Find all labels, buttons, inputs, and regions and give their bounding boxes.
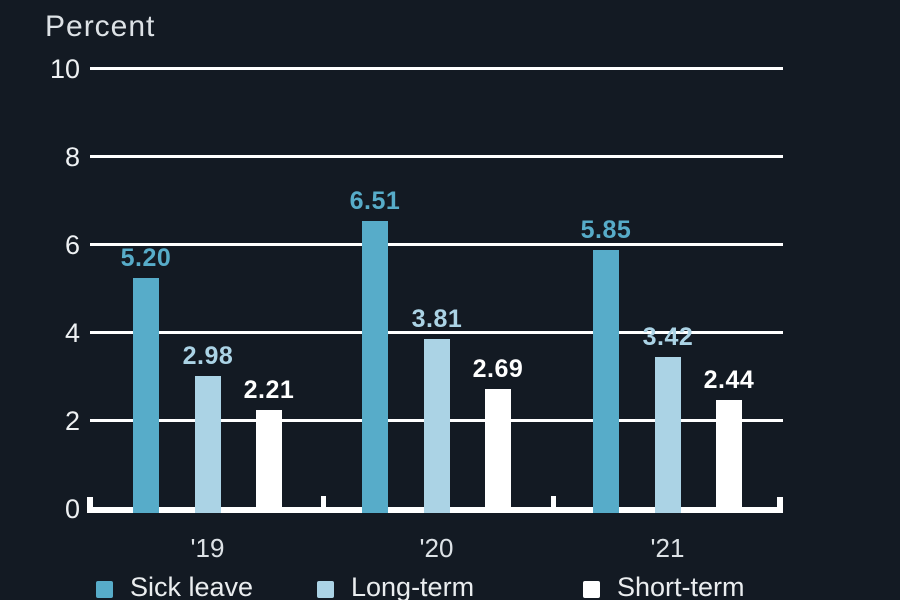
bar-short-term-19 bbox=[256, 409, 282, 513]
x-axis-label-21: '21 bbox=[650, 533, 685, 563]
legend-swatch-long-term bbox=[317, 581, 334, 598]
y-axis-tick-label-10: 10 bbox=[49, 53, 80, 84]
y-axis-tick-label-6: 6 bbox=[64, 229, 80, 260]
y-axis-tick-label-4: 4 bbox=[64, 317, 80, 348]
value-label-long-term-19: 2.98 bbox=[182, 341, 234, 370]
y-axis-tick-label-8: 8 bbox=[64, 141, 80, 172]
bar-long-term-20 bbox=[424, 339, 450, 513]
value-label-sick-leave-21: 5.85 bbox=[580, 215, 632, 244]
bar-sick-leave-20 bbox=[362, 220, 388, 513]
gridline-8 bbox=[90, 155, 783, 158]
y-axis-tick-label-2: 2 bbox=[64, 405, 80, 436]
value-label-short-term-20: 2.69 bbox=[472, 354, 524, 383]
gridline-4 bbox=[90, 331, 783, 334]
bar-short-term-20 bbox=[485, 388, 511, 513]
value-label-short-term-19: 2.21 bbox=[243, 375, 295, 404]
legend-label-sick-leave: Sick leave bbox=[130, 572, 254, 600]
gridline-6 bbox=[90, 243, 783, 246]
y-axis-tick-label-0: 0 bbox=[64, 493, 80, 524]
bar-sick-leave-19 bbox=[133, 278, 159, 513]
legend-label-short-term: Short-term bbox=[617, 572, 745, 600]
value-label-sick-leave-20: 6.51 bbox=[349, 186, 401, 215]
x-axis-label-20: '20 bbox=[419, 533, 454, 563]
x-axis-tick bbox=[321, 496, 326, 507]
value-label-short-term-21: 2.44 bbox=[703, 365, 755, 394]
bar-short-term-21 bbox=[716, 399, 742, 513]
x-axis-tick bbox=[551, 496, 556, 507]
bar-sick-leave-21 bbox=[593, 249, 619, 513]
bar-long-term-21 bbox=[655, 356, 681, 513]
gridline-10 bbox=[90, 67, 783, 70]
x-axis-end-tick bbox=[777, 497, 783, 513]
bar-long-term-19 bbox=[195, 375, 221, 513]
x-axis-end-tick bbox=[87, 497, 93, 513]
legend-swatch-short-term bbox=[583, 581, 600, 598]
value-label-sick-leave-19: 5.20 bbox=[120, 244, 172, 273]
legend-swatch-sick-leave bbox=[96, 581, 113, 598]
value-label-long-term-21: 3.42 bbox=[642, 322, 694, 351]
y-axis-title: Percent bbox=[45, 10, 156, 43]
legend-label-long-term: Long-term bbox=[351, 572, 475, 600]
value-label-long-term-20: 3.81 bbox=[411, 305, 463, 334]
x-axis-label-19: '19 bbox=[190, 533, 225, 563]
